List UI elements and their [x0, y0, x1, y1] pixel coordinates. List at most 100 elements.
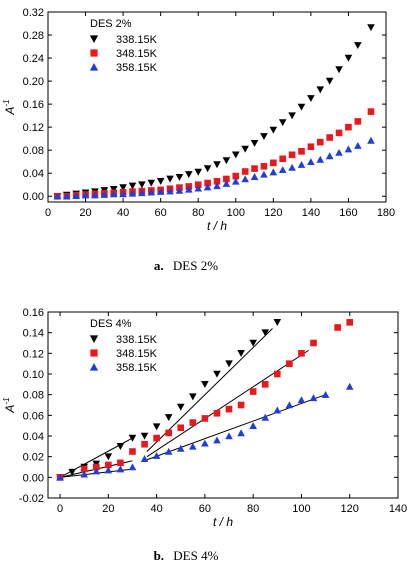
data-point [128, 189, 137, 197]
data-point [189, 419, 197, 426]
data-point [128, 434, 137, 442]
data-point [119, 184, 127, 192]
caption-b: b. DES 4% [154, 548, 219, 563]
data-point [297, 160, 306, 168]
data-point [104, 466, 113, 474]
data-point [223, 175, 230, 183]
data-point [116, 443, 125, 450]
data-point [241, 145, 249, 153]
legend-marker [90, 349, 98, 357]
data-point [354, 42, 362, 50]
data-point [269, 126, 278, 134]
plot-frame [47, 311, 399, 499]
y-tick-label: 0.02 [23, 452, 44, 464]
data-point [345, 382, 354, 390]
data-point [237, 401, 245, 409]
caption-letter: b. [154, 548, 164, 563]
data-point [213, 177, 221, 185]
data-point [156, 188, 165, 195]
data-point [261, 413, 270, 421]
data-point [225, 360, 233, 368]
y-tick-label: 0.28 [23, 30, 44, 42]
x-tick-label: 20 [102, 503, 114, 515]
data-point [104, 453, 113, 461]
data-point [367, 24, 375, 32]
caption-text: DES 2% [173, 258, 218, 273]
legend-marker [89, 35, 99, 43]
data-point [316, 86, 325, 94]
x-tick-label: 120 [264, 207, 282, 219]
legend-marker [89, 363, 99, 371]
data-point [164, 414, 173, 422]
data-point [260, 163, 268, 170]
data-point [250, 173, 259, 180]
data-point [201, 381, 209, 388]
x-axis-title: t / h [207, 219, 227, 233]
data-point [189, 393, 197, 401]
data-point [346, 319, 354, 326]
data-point [185, 185, 193, 193]
fit-line [146, 394, 326, 461]
data-point [225, 432, 233, 440]
data-point [147, 179, 156, 187]
data-point [53, 192, 62, 200]
data-point [204, 179, 211, 187]
x-tick-label: 140 [389, 503, 407, 515]
data-point [201, 439, 209, 447]
data-point [344, 54, 353, 62]
data-point [62, 192, 71, 200]
data-point [241, 168, 249, 175]
data-point [232, 172, 240, 180]
data-point [297, 396, 306, 404]
data-point [334, 324, 341, 331]
data-point [241, 175, 249, 183]
data-point [152, 452, 161, 459]
data-point [194, 184, 203, 192]
data-point [189, 442, 197, 450]
x-tick-label: 100 [227, 207, 245, 219]
y-tick-label: 0.12 [23, 122, 44, 134]
data-point [367, 136, 375, 144]
data-point [298, 350, 305, 357]
data-point [273, 406, 282, 414]
legend-title: DES 4% [90, 318, 132, 330]
y-tick-label: 0.16 [23, 307, 44, 319]
data-point [222, 157, 231, 165]
plot-frame [47, 11, 387, 203]
y-tick-label: -0.02 [19, 493, 44, 505]
y-tick-label: 0.32 [23, 7, 44, 19]
data-point [164, 447, 173, 455]
legend-label: 348.15K [116, 348, 158, 360]
data-point [100, 190, 109, 198]
data-point [140, 455, 149, 463]
data-point [72, 192, 80, 199]
data-point [278, 119, 287, 127]
data-point [307, 95, 315, 102]
data-point [175, 186, 184, 194]
data-point [213, 182, 221, 190]
caption-text: DES 4% [173, 548, 218, 563]
data-point [92, 467, 101, 475]
y-tick-label: 0.16 [23, 99, 44, 111]
data-point [231, 177, 240, 185]
x-tick-label: 120 [341, 503, 359, 515]
data-point [92, 463, 100, 471]
caption-letter: a. [154, 258, 164, 273]
x-axis-title: t / h [213, 515, 233, 529]
caption-a: a. DES 2% [154, 258, 218, 273]
data-point [354, 141, 362, 149]
legend-label: 358.15K [116, 62, 158, 74]
data-point [177, 424, 185, 432]
data-point [261, 329, 270, 337]
data-point [222, 179, 231, 187]
data-point [326, 134, 333, 141]
data-point [325, 77, 334, 85]
chart-panel-b: 0 20 40 60 80 100 120 140 -0.02 0.00 0.02 0.04 0.06 0… [2, 307, 407, 529]
x-tick-label: 40 [117, 207, 129, 219]
data-point [225, 405, 233, 413]
y-axis-title: A-1 [2, 397, 17, 413]
y-tick-label: 0.00 [23, 191, 44, 203]
y-tick-label: 0.04 [23, 168, 44, 180]
x-tick-label: 40 [150, 503, 162, 515]
